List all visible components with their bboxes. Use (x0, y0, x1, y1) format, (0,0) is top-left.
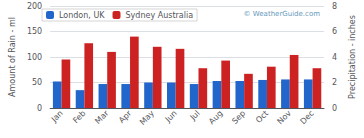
svg-text:Oct: Oct (254, 109, 270, 125)
svg-text:Dec: Dec (298, 109, 315, 126)
svg-text:May: May (138, 109, 156, 127)
svg-text:Amount of Rain - ml: Amount of Rain - ml (8, 17, 17, 97)
svg-text:6: 6 (332, 27, 337, 36)
svg-text:4: 4 (332, 53, 337, 62)
svg-text:Aug: Aug (207, 109, 224, 126)
svg-text:8: 8 (332, 2, 337, 11)
svg-text:Sep: Sep (230, 109, 247, 126)
svg-text:Nov: Nov (276, 109, 294, 127)
svg-text:Precipitation - inches: Precipitation - inches (348, 15, 357, 99)
svg-text:Apr: Apr (117, 108, 134, 125)
svg-text:© WeatherGuide.com: © WeatherGuide.com (244, 10, 321, 18)
svg-text:Mar: Mar (93, 108, 111, 126)
svg-text:Jan: Jan (49, 109, 65, 125)
svg-text:200: 200 (27, 2, 42, 11)
svg-text:100: 100 (27, 53, 42, 62)
svg-text:Sydney Australia: Sydney Australia (126, 11, 194, 20)
svg-text:2: 2 (332, 78, 337, 87)
svg-text:150: 150 (27, 27, 42, 36)
svg-text:London, UK: London, UK (59, 11, 105, 20)
svg-text:0: 0 (37, 104, 42, 113)
svg-text:Jul: Jul (188, 109, 202, 123)
svg-text:Jun: Jun (163, 109, 179, 125)
svg-text:Feb: Feb (71, 109, 87, 125)
svg-text:0: 0 (332, 104, 337, 113)
svg-text:50: 50 (32, 78, 42, 87)
